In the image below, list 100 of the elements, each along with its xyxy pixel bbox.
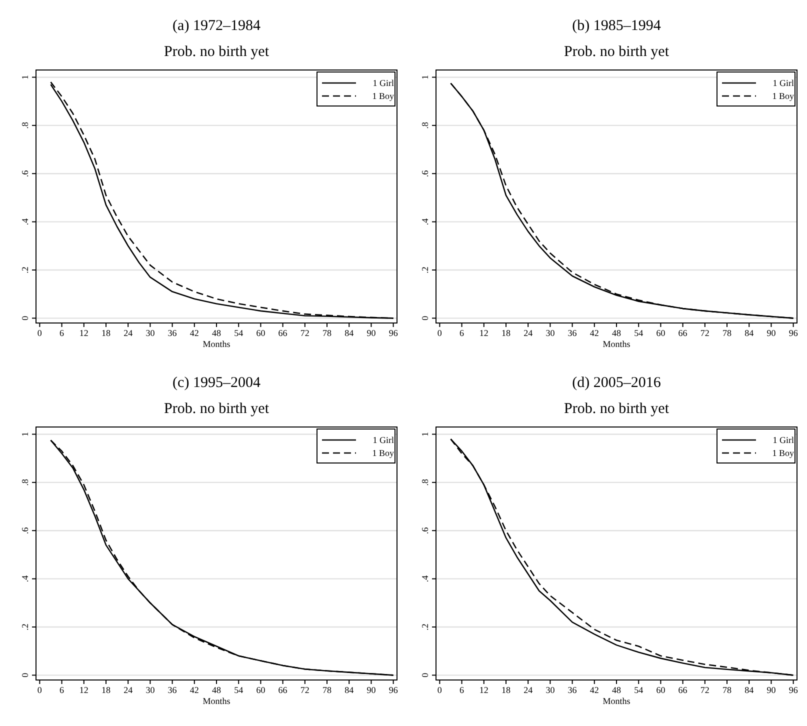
x-tick-label: 90 — [766, 685, 776, 695]
x-tick-label: 48 — [612, 685, 622, 695]
x-tick-label: 54 — [234, 328, 244, 338]
y-tick-label: .4 — [420, 218, 430, 226]
chart-title: (c) 1995–2004 — [172, 375, 261, 391]
x-tick-label: 66 — [278, 685, 288, 695]
chart-title: (b) 1985–1994 — [572, 18, 662, 34]
x-tick-label: 66 — [678, 685, 688, 695]
x-tick-label: 24 — [524, 685, 534, 695]
y-tick-label: .8 — [420, 478, 430, 486]
x-tick-label: 84 — [744, 685, 754, 695]
x-tick-label: 54 — [634, 685, 644, 695]
x-tick-label: 66 — [278, 328, 288, 338]
x-tick-label: 36 — [568, 685, 578, 695]
x-tick-label: 90 — [366, 685, 376, 695]
x-tick-label: 66 — [678, 328, 688, 338]
x-tick-label: 84 — [744, 328, 754, 338]
x-tick-label: 18 — [501, 328, 511, 338]
y-tick-label: 1 — [20, 432, 30, 436]
y-tick-label: .2 — [20, 266, 30, 274]
x-tick-label: 72 — [300, 328, 310, 338]
x-tick-label: 6 — [460, 685, 465, 695]
chart-title: (d) 2005–2016 — [572, 375, 662, 391]
y-tick-label: 0 — [20, 315, 30, 320]
x-tick-label: 6 — [460, 328, 465, 338]
x-tick-label: 60 — [256, 328, 266, 338]
x-tick-label: 30 — [146, 328, 156, 338]
x-tick-label: 0 — [37, 685, 42, 695]
x-tick-label: 42 — [190, 685, 199, 695]
x-tick-label: 96 — [788, 328, 798, 338]
chart-subtitle: Prob. no birth yet — [164, 401, 270, 417]
chart-subtitle: Prob. no birth yet — [164, 44, 270, 60]
x-tick-label: 60 — [656, 328, 666, 338]
legend-label: 1 Girl — [372, 435, 394, 445]
legend-label: 1 Boy — [772, 91, 794, 101]
x-tick-label: 60 — [656, 685, 666, 695]
x-tick-label: 72 — [700, 685, 710, 695]
legend-label: 1 Girl — [372, 78, 394, 88]
x-tick-label: 60 — [256, 685, 266, 695]
y-tick-label: .4 — [20, 218, 30, 226]
x-tick-label: 96 — [788, 685, 798, 695]
y-tick-label: .8 — [420, 122, 430, 129]
x-tick-label: 90 — [766, 328, 776, 338]
x-tick-label: 54 — [634, 328, 644, 338]
x-tick-label: 6 — [60, 685, 65, 695]
y-tick-label: .2 — [420, 624, 430, 630]
chart-title: (a) 1972–1984 — [172, 18, 261, 34]
x-tick-label: 36 — [568, 328, 578, 338]
x-tick-label: 72 — [700, 328, 710, 338]
x-tick-label: 0 — [437, 328, 442, 338]
y-tick-label: 1 — [420, 74, 430, 80]
y-tick-label: .6 — [420, 170, 430, 177]
x-tick-label: 54 — [234, 685, 244, 695]
y-tick-label: .6 — [20, 170, 30, 177]
legend-label: 1 Boy — [772, 448, 794, 458]
x-axis-title: Months — [202, 696, 231, 706]
x-axis-title: Months — [602, 339, 631, 349]
x-tick-label: 36 — [168, 328, 178, 338]
x-tick-label: 96 — [388, 685, 398, 695]
x-tick-label: 30 — [546, 328, 556, 338]
x-tick-label: 12 — [479, 328, 488, 338]
y-tick-label: .2 — [420, 266, 430, 274]
x-tick-label: 24 — [524, 328, 534, 338]
x-tick-label: 0 — [37, 328, 42, 338]
x-tick-label: 18 — [101, 328, 111, 338]
x-tick-label: 30 — [146, 685, 156, 695]
x-tick-label: 42 — [590, 328, 599, 338]
x-tick-label: 18 — [101, 685, 111, 695]
x-tick-label: 78 — [322, 685, 332, 695]
y-tick-label: 0 — [420, 315, 430, 320]
x-tick-label: 18 — [501, 685, 511, 695]
x-tick-label: 6 — [60, 328, 65, 338]
x-tick-label: 12 — [79, 685, 88, 695]
x-tick-label: 0 — [437, 685, 442, 695]
chart-subtitle: Prob. no birth yet — [564, 401, 670, 417]
y-tick-label: 0 — [420, 672, 430, 678]
x-tick-label: 24 — [124, 328, 134, 338]
x-tick-label: 90 — [366, 328, 376, 338]
legend-label: 1 Boy — [372, 448, 394, 458]
y-tick-label: 1 — [20, 74, 30, 80]
y-tick-label: 1 — [420, 432, 430, 436]
y-tick-label: .8 — [20, 478, 30, 486]
chart-subtitle: Prob. no birth yet — [564, 44, 670, 60]
x-tick-label: 48 — [212, 328, 222, 338]
x-tick-label: 42 — [190, 328, 199, 338]
x-tick-label: 84 — [344, 685, 354, 695]
x-tick-label: 78 — [322, 328, 332, 338]
y-tick-label: .4 — [420, 574, 430, 582]
legend-label: 1 Girl — [772, 78, 794, 88]
x-tick-label: 96 — [388, 328, 398, 338]
x-tick-label: 78 — [722, 685, 732, 695]
legend-label: 1 Boy — [372, 91, 394, 101]
x-tick-label: 12 — [79, 328, 88, 338]
x-axis-title: Months — [602, 696, 631, 706]
x-tick-label: 72 — [300, 685, 310, 695]
x-axis-title: Months — [202, 339, 231, 349]
y-tick-label: .2 — [20, 624, 30, 630]
y-tick-label: .6 — [420, 526, 430, 534]
x-tick-label: 84 — [344, 328, 354, 338]
x-tick-label: 24 — [124, 685, 134, 695]
